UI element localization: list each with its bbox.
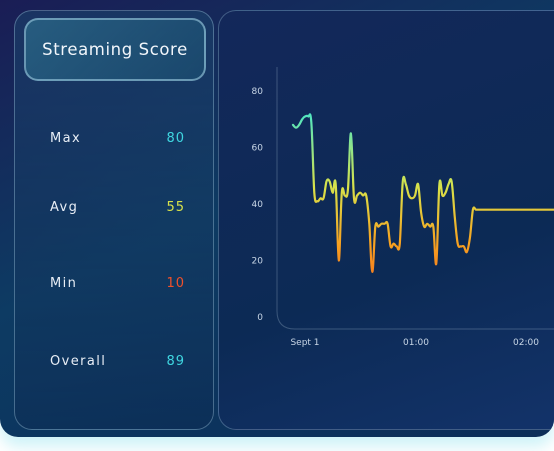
dashboard-frame: Streaming Score Max 80 Avg 55 Min 10 Ove… [0,0,554,437]
stat-min: Min 10 [50,276,185,291]
x-tick-label: 02:00 [513,338,539,348]
streaming-score-line [291,113,554,273]
y-tick-label: 20 [252,257,264,267]
y-tick-label: 80 [252,87,264,97]
stat-avg-label: Avg [50,200,79,215]
stat-min-label: Min [50,276,78,291]
stat-max: Max 80 [50,131,185,146]
streaming-score-title: Streaming Score [42,40,188,59]
streaming-score-title-box[interactable]: Streaming Score [24,18,206,81]
stat-overall-value: 89 [166,354,185,369]
chart-axis-frame [276,67,554,330]
chart-panel: 80 60 40 20 0 Sept 1 01:00 02:00 [218,10,554,430]
x-tick-label: Sept 1 [290,338,319,348]
stat-avg: Avg 55 [50,200,185,215]
stat-overall-label: Overall [50,354,107,369]
score-sidebar: Streaming Score Max 80 Avg 55 Min 10 Ove… [14,10,214,430]
y-tick-label: 40 [252,200,264,210]
stat-max-value: 80 [166,131,185,146]
stat-max-label: Max [50,131,82,146]
streaming-score-chart: 80 60 40 20 0 Sept 1 01:00 02:00 [252,67,554,348]
stat-overall: Overall 89 [50,354,185,369]
y-tick-label: 0 [257,313,263,323]
stat-avg-value: 55 [166,200,185,215]
stat-min-value: 10 [166,276,185,291]
y-tick-label: 60 [252,144,264,154]
x-tick-label: 01:00 [403,338,429,348]
